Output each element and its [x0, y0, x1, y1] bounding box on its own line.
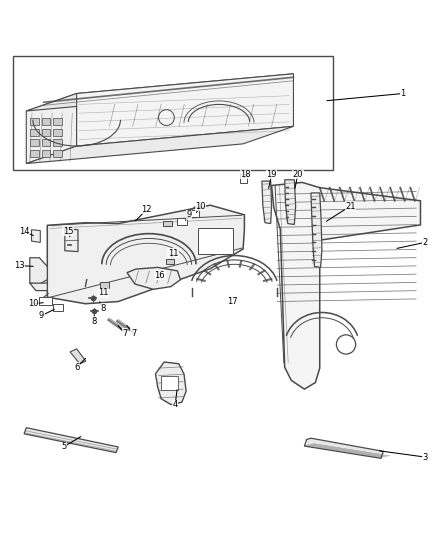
Text: 2: 2	[422, 238, 427, 247]
Text: 18: 18	[240, 170, 251, 179]
Bar	[30, 129, 39, 136]
Bar	[177, 219, 187, 225]
Text: 7: 7	[131, 328, 136, 337]
Polygon shape	[32, 230, 40, 243]
Text: 13: 13	[14, 261, 25, 270]
Bar	[42, 140, 50, 147]
Polygon shape	[30, 283, 47, 290]
Bar	[53, 129, 62, 136]
Text: 7: 7	[122, 328, 127, 337]
Text: 9: 9	[39, 311, 44, 320]
Polygon shape	[285, 180, 296, 224]
Polygon shape	[24, 427, 118, 453]
Bar	[53, 140, 62, 147]
Polygon shape	[26, 74, 293, 111]
FancyBboxPatch shape	[161, 376, 178, 390]
Text: 21: 21	[345, 201, 356, 211]
Polygon shape	[30, 258, 47, 284]
Text: 11: 11	[168, 249, 178, 258]
Bar	[163, 221, 172, 226]
Bar	[42, 118, 50, 125]
Bar	[39, 297, 52, 305]
Text: 8: 8	[92, 317, 97, 326]
Bar	[30, 118, 39, 125]
Polygon shape	[70, 349, 86, 364]
Text: 1: 1	[400, 89, 406, 98]
Polygon shape	[65, 229, 78, 252]
Bar	[42, 129, 50, 136]
Text: 19: 19	[266, 170, 277, 179]
Text: 20: 20	[293, 170, 303, 179]
Text: 11: 11	[98, 288, 108, 297]
Text: 9: 9	[187, 211, 192, 219]
Polygon shape	[26, 93, 77, 164]
Bar	[30, 140, 39, 147]
Polygon shape	[311, 193, 322, 268]
Polygon shape	[26, 126, 293, 164]
Text: 14: 14	[19, 227, 29, 236]
Bar	[53, 150, 62, 157]
Text: 10: 10	[28, 299, 38, 308]
Text: 5: 5	[61, 442, 66, 451]
Polygon shape	[77, 74, 293, 146]
Text: 3: 3	[422, 453, 427, 462]
Text: 8: 8	[100, 304, 106, 313]
Text: 15: 15	[63, 227, 73, 236]
Bar	[53, 304, 63, 311]
Polygon shape	[155, 362, 186, 405]
Text: 4: 4	[173, 400, 178, 409]
Polygon shape	[47, 205, 244, 304]
Bar	[187, 209, 199, 217]
Polygon shape	[272, 182, 420, 389]
Polygon shape	[304, 438, 383, 458]
Bar	[100, 282, 109, 287]
FancyBboxPatch shape	[198, 229, 233, 254]
Text: 16: 16	[155, 271, 165, 280]
Bar	[240, 174, 247, 183]
Bar	[30, 150, 39, 157]
Bar	[13, 56, 333, 170]
Text: 17: 17	[227, 297, 237, 306]
Bar	[166, 259, 174, 264]
Polygon shape	[262, 181, 272, 223]
Text: 10: 10	[195, 201, 206, 211]
Polygon shape	[127, 268, 180, 289]
Bar	[42, 150, 50, 157]
Text: 6: 6	[74, 363, 79, 372]
Bar	[53, 118, 62, 125]
Text: 12: 12	[141, 205, 152, 214]
